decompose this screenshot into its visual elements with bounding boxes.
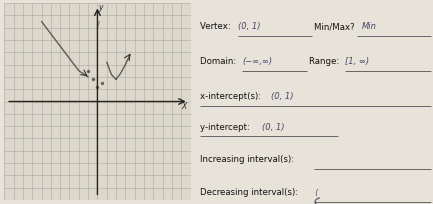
Text: Min: Min: [362, 22, 376, 31]
Text: x-intercept(s):: x-intercept(s):: [200, 91, 264, 100]
Text: y-intercept:: y-intercept:: [200, 122, 252, 131]
Text: (0, 1): (0, 1): [262, 122, 284, 131]
Text: (0, 1): (0, 1): [238, 22, 260, 31]
Text: Min/Max?: Min/Max?: [314, 22, 357, 31]
Text: (−∞,∞): (−∞,∞): [242, 57, 273, 66]
Text: Increasing interval(s):: Increasing interval(s):: [200, 155, 297, 164]
Text: Decreasing interval(s):: Decreasing interval(s):: [200, 187, 301, 196]
Text: [1, ∞): [1, ∞): [345, 57, 369, 66]
Text: ⟨: ⟨: [314, 187, 317, 196]
Text: y: y: [98, 3, 103, 12]
Text: Vertex:: Vertex:: [200, 22, 233, 31]
Text: Domain:: Domain:: [200, 57, 239, 66]
Text: (0, 1): (0, 1): [271, 91, 294, 100]
Text: Range:: Range:: [309, 57, 342, 66]
Text: X: X: [181, 102, 187, 111]
